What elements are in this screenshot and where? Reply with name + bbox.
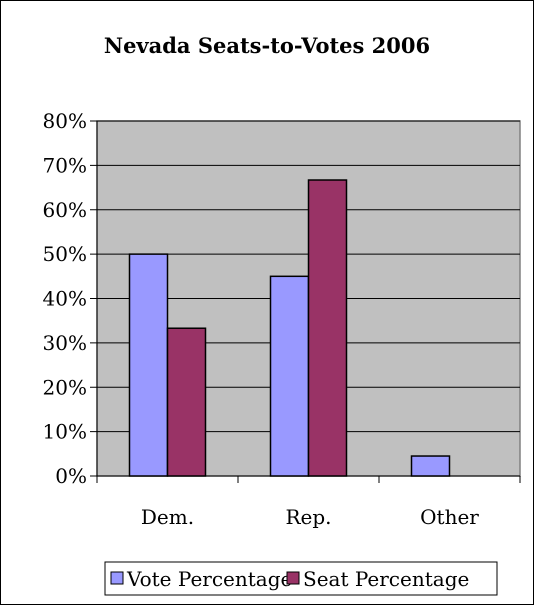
y-tick-label: 80% <box>43 109 87 133</box>
y-tick-label: 40% <box>43 287 87 311</box>
x-axis: Dem. Rep. Other <box>96 476 521 529</box>
bar-vote-percentage-other <box>410 455 451 477</box>
y-tick-label: 20% <box>43 375 87 399</box>
legend-swatch-seat <box>286 571 300 585</box>
y-tick-label: 0% <box>55 464 87 488</box>
bar-vote-percentage-dem <box>128 253 169 477</box>
bar-vote-percentage-rep <box>269 275 310 477</box>
bar-seat-percentage-rep <box>307 179 348 477</box>
x-tick-label: Rep. <box>285 505 331 529</box>
x-tick-label: Other <box>420 505 479 529</box>
legend-swatch-vote <box>110 571 124 585</box>
y-tick-label: 50% <box>43 242 87 266</box>
y-tick-label: 70% <box>43 153 87 177</box>
legend: Vote Percentage Seat Percentage <box>104 561 498 596</box>
legend-label-seat: Seat Percentage <box>303 567 469 591</box>
chart-title: Nevada Seats-to-Votes 2006 <box>104 33 430 58</box>
legend-label-vote: Vote Percentage <box>126 567 292 591</box>
y-tick-label: 60% <box>43 198 87 222</box>
legend-box <box>104 561 498 596</box>
x-tick-label: Dem. <box>141 505 194 529</box>
y-axis: 0% 10% 20% 30% 40% 50% 60% 70% 80% <box>43 109 97 488</box>
y-tick-label: 10% <box>43 420 87 444</box>
y-tick-label: 30% <box>43 331 87 355</box>
bars <box>128 179 451 477</box>
bar-seat-percentage-dem <box>166 327 207 477</box>
